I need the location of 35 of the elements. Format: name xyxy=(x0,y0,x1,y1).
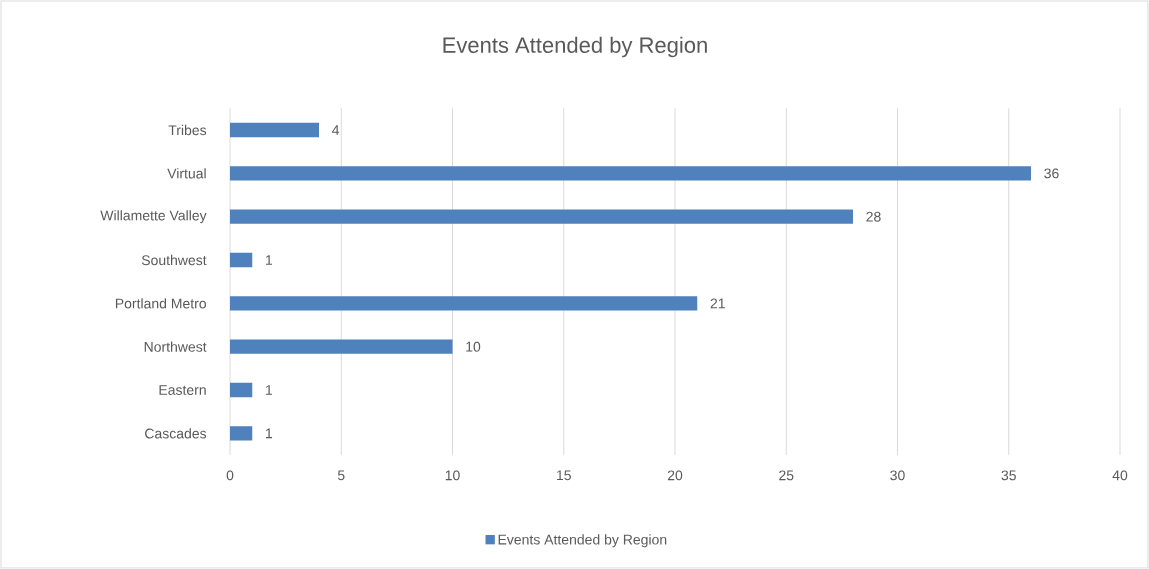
bar xyxy=(230,122,319,138)
y-tick-label: Eastern xyxy=(159,385,206,395)
data-label: 1 xyxy=(266,428,273,439)
y-tick-label: Portland Metro xyxy=(115,298,207,309)
data-label: 21 xyxy=(710,298,725,309)
x-tick-label: 40 xyxy=(1112,470,1128,481)
data-label: 1 xyxy=(266,385,273,395)
bar xyxy=(230,382,253,398)
x-tick-label: 30 xyxy=(890,470,905,481)
bar xyxy=(230,339,453,354)
y-tick-label: Willamette Valley xyxy=(100,210,207,224)
x-tick-label: 25 xyxy=(779,470,794,481)
chart-title: Events Attended by Region xyxy=(443,36,707,58)
data-label: 4 xyxy=(332,125,340,135)
data-label: 10 xyxy=(466,341,481,352)
x-tick-label: 10 xyxy=(445,470,460,481)
x-tick-label: 15 xyxy=(557,470,571,481)
x-tick-label: 0 xyxy=(226,470,234,481)
bar xyxy=(230,426,253,441)
legend-label: Events Attended by Region xyxy=(498,534,667,548)
bar xyxy=(230,296,698,311)
x-tick-label: 35 xyxy=(1001,470,1016,481)
bar xyxy=(230,209,853,224)
data-label: 28 xyxy=(866,211,881,222)
y-tick-label: Southwest xyxy=(141,254,207,266)
y-tick-label: Northwest xyxy=(144,341,207,352)
y-tick-label: Tribes xyxy=(168,124,207,136)
x-tick-label: 20 xyxy=(667,470,683,481)
y-tick-label: Cascades xyxy=(145,428,207,439)
bar xyxy=(230,252,253,268)
y-tick-label: Virtual xyxy=(167,168,206,179)
data-label: 36 xyxy=(1044,168,1059,179)
x-tick-label: 5 xyxy=(337,470,345,481)
data-label: 1 xyxy=(266,255,273,265)
bar xyxy=(230,166,1031,181)
